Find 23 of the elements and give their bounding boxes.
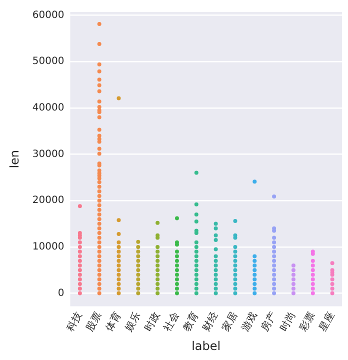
y-axis-title: len bbox=[7, 150, 22, 168]
y-tick-label: 0 bbox=[58, 288, 64, 299]
y-tick-label: 60000 bbox=[32, 10, 64, 21]
x-tick-label: 时政 bbox=[142, 310, 162, 334]
x-tick-label: 游戏 bbox=[239, 310, 260, 334]
y-tick-label: 20000 bbox=[32, 195, 64, 206]
x-tick-label: 股票 bbox=[84, 310, 104, 334]
y-tick-label: 10000 bbox=[32, 242, 64, 253]
x-tick-label: 房产 bbox=[258, 310, 279, 334]
x-tick-label: 娱乐 bbox=[122, 310, 144, 334]
y-tick-label: 40000 bbox=[32, 102, 64, 114]
x-tick-label: 时尚 bbox=[278, 310, 298, 334]
x-tick-label: 家居 bbox=[220, 310, 240, 334]
x-tick-label: 体育 bbox=[103, 310, 124, 334]
x-tick-label: 科技 bbox=[64, 310, 85, 334]
x-tick-label: 彩票 bbox=[297, 310, 318, 334]
x-axis-title: label bbox=[192, 338, 221, 353]
x-tick-label: 教育 bbox=[180, 310, 202, 334]
y-tick-label: 30000 bbox=[32, 148, 64, 160]
y-tick-label: 50000 bbox=[32, 56, 64, 68]
x-tick-label: 星座 bbox=[316, 310, 338, 334]
x-tick-label: 财经 bbox=[200, 310, 221, 334]
x-tick-label: 社会 bbox=[161, 310, 182, 334]
